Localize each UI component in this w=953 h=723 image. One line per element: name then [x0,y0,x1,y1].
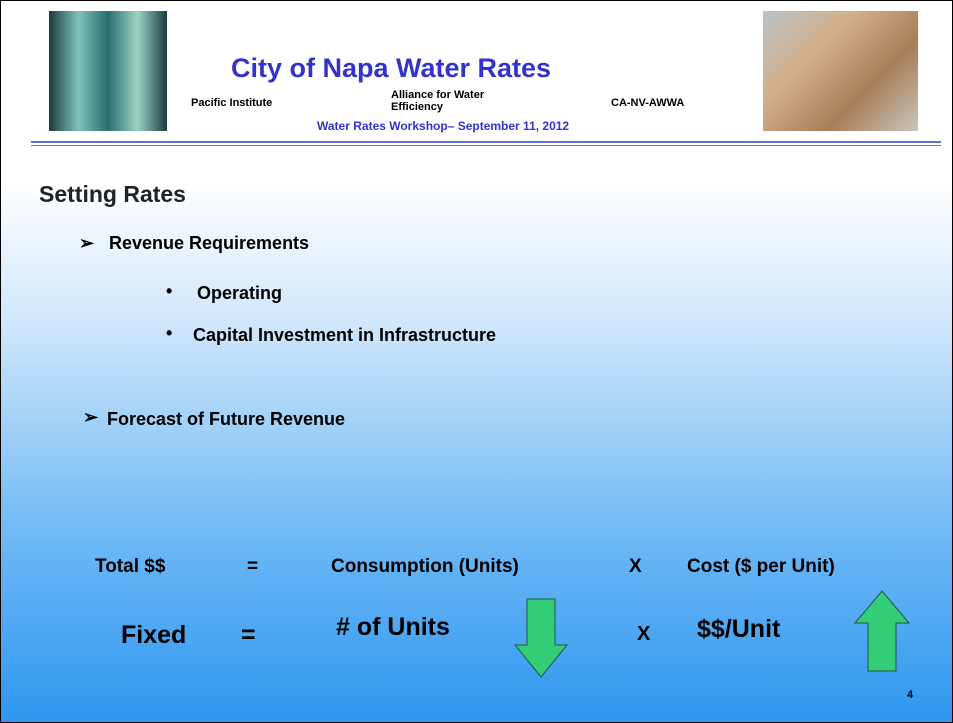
eq-sign: = [241,621,256,650]
rule [31,145,941,146]
slide: City of Napa Water Rates Pacific Institu… [0,0,953,723]
item: Forecast of Future Revenue [107,409,345,430]
org: Alliance for Water Efficiency [391,89,501,113]
dot: • [166,323,172,344]
eq-term: $$/Unit [697,615,780,644]
down-arrow [513,597,569,679]
rule [31,141,941,143]
eq-op: X [629,556,642,578]
org: CA-NV-AWWA [611,97,684,109]
eq-term: Cost ($ per Unit) [687,556,835,578]
eq-term: # of Units [336,613,450,642]
arrow-bullet: ➢ [79,233,94,254]
subtitle: Water Rates Workshop– September 11, 2012 [317,119,569,133]
eq-sign: = [247,556,258,578]
title: City of Napa Water Rates [231,53,551,84]
photo-left [49,11,167,131]
eq-term: Consumption (Units) [331,556,519,578]
page-number: 4 [907,689,913,701]
up-arrow [853,589,911,673]
eq-op: X [637,623,650,646]
subitem: Operating [197,283,282,304]
heading: Setting Rates [39,181,186,208]
eq-lhs: Fixed [121,621,186,650]
subitem: Capital Investment in Infrastructure [193,325,496,346]
dot: • [166,281,172,302]
photo-right [763,11,918,131]
arrow-bullet: ➢ [83,407,98,428]
eq-lhs: Total $$ [95,556,165,578]
org: Pacific Institute [191,97,272,109]
item: Revenue Requirements [109,233,309,254]
